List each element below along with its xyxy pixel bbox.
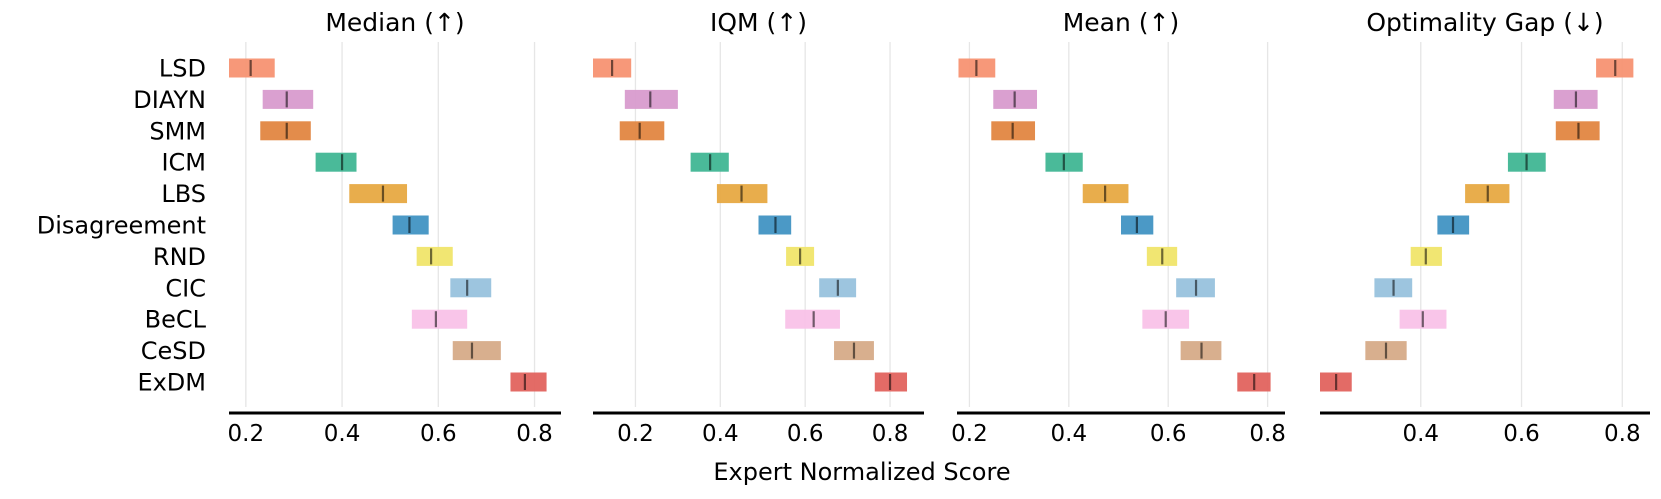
x-tick-label: 0.8 xyxy=(1604,421,1641,447)
x-tick-label: 0.2 xyxy=(951,421,988,447)
interval-bar-cesd xyxy=(452,341,501,361)
x-tick-label: 0.2 xyxy=(228,421,265,447)
panel-title: Optimality Gap (↓) xyxy=(1366,8,1603,37)
interval-bar-becl xyxy=(411,309,468,329)
row-label-cesd: CeSD xyxy=(141,337,206,365)
row-label-exdm: ExDM xyxy=(137,369,206,397)
x-tick-label: 0.4 xyxy=(1402,421,1439,447)
panel-2: IQM (↑) 0.2 0.4 0.6 0.8 xyxy=(593,8,924,447)
row-label-diayn: DIAYN xyxy=(133,86,206,114)
row-label-rnd: RND xyxy=(153,243,206,271)
row-label-cic: CIC xyxy=(165,274,206,302)
panel-3: Mean (↑) 0.2 0.4 0.6 0.8 xyxy=(951,8,1286,447)
interval-bar-icm xyxy=(315,152,357,172)
x-tick-label: 0.4 xyxy=(324,421,361,447)
x-tick-label: 0.6 xyxy=(420,421,457,447)
panel-title: IQM (↑) xyxy=(710,8,807,37)
x-tick-label: 0.4 xyxy=(1051,421,1088,447)
x-tick-label: 0.6 xyxy=(1503,421,1540,447)
interval-bar-disagreement xyxy=(392,215,429,235)
interval-bar-exdm xyxy=(510,372,547,392)
interval-bar-lsd xyxy=(229,58,275,78)
row-label-disagreement: Disagreement xyxy=(37,212,206,240)
x-axis-label: Expert Normalized Score xyxy=(713,458,1010,486)
row-label-smm: SMM xyxy=(149,117,206,145)
row-label-lbs: LBS xyxy=(161,180,206,208)
row-label-becl: BeCL xyxy=(145,306,207,334)
x-tick-label: 0.8 xyxy=(516,421,553,447)
interval-bar-rnd xyxy=(416,246,453,266)
interval-bar-smm xyxy=(619,121,665,141)
interval-bar-diayn xyxy=(262,89,314,109)
x-tick-label: 0.2 xyxy=(617,421,654,447)
interval-bar-cic xyxy=(450,278,492,298)
x-tick-label: 0.8 xyxy=(872,421,909,447)
x-tick-label: 0.4 xyxy=(702,421,739,447)
algorithm-labels: LSD DIAYN SMM ICM LBS Disagreement RND CIC BeCL C… xyxy=(37,55,207,397)
panel-1: Median (↑) 0.2 0.4 0.6 0.8 xyxy=(228,8,561,447)
panel-4: Optimality Gap (↓) 0.4 0.6 0.8 xyxy=(1320,8,1650,447)
interval-bar-smm xyxy=(260,121,311,141)
panel-title: Mean (↑) xyxy=(1063,8,1180,37)
panel-title: Median (↑) xyxy=(325,8,464,37)
x-tick-label: 0.8 xyxy=(1249,421,1286,447)
interval-bar-lbs xyxy=(349,184,408,204)
x-tick-label: 0.6 xyxy=(787,421,824,447)
row-label-lsd: LSD xyxy=(159,55,206,83)
x-tick-label: 0.6 xyxy=(1150,421,1187,447)
row-label-icm: ICM xyxy=(161,149,206,177)
metric-panels: Median (↑) 0.2 0.4 0.6 0.8 IQM (↑) 0.2 0.4 0.6 0.… xyxy=(228,8,1650,447)
